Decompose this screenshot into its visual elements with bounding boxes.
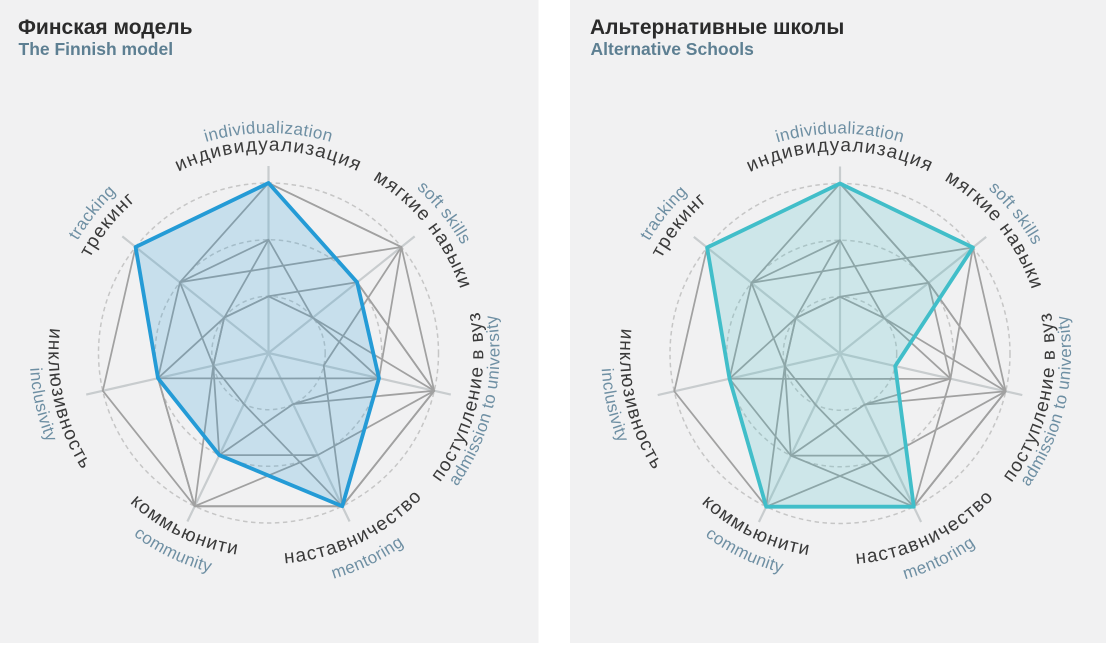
svg-text:Альтернативные школы: Альтернативные школы xyxy=(590,16,844,39)
svg-text:Финская модель: Финская модель xyxy=(18,16,193,39)
svg-text:The Finnish model: The Finnish model xyxy=(19,39,174,59)
svg-text:Alternative Schools: Alternative Schools xyxy=(591,39,755,59)
